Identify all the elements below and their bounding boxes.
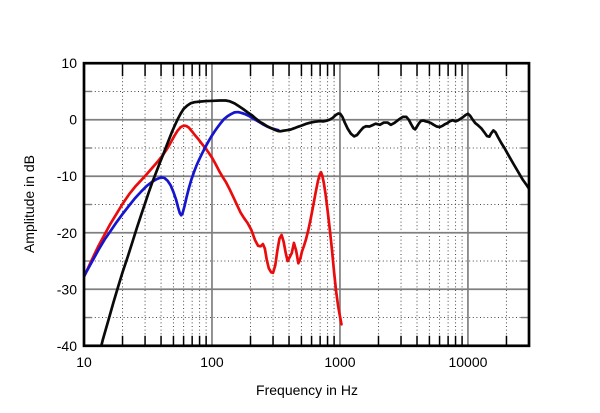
y-tick-label: 10: [61, 55, 77, 71]
x-tick-label: 1000: [324, 354, 355, 370]
black-curve: [99, 99, 529, 346]
x-tick-label: 10000: [448, 354, 487, 370]
y-tick-label: -20: [57, 225, 77, 241]
y-tick-label: -30: [57, 281, 77, 297]
x-tick-label: 100: [200, 354, 224, 370]
y-tick-label: 0: [69, 112, 77, 128]
blue-curve: [84, 110, 280, 278]
y-tick-label: -40: [57, 338, 77, 354]
plot-frame: [82, 61, 531, 348]
y-tick-label: -10: [57, 168, 77, 184]
y-axis-title: Amplitude in dB: [21, 154, 37, 254]
x-tick-label: 10: [76, 354, 92, 370]
x-axis-title: Frequency in Hz: [256, 382, 358, 398]
